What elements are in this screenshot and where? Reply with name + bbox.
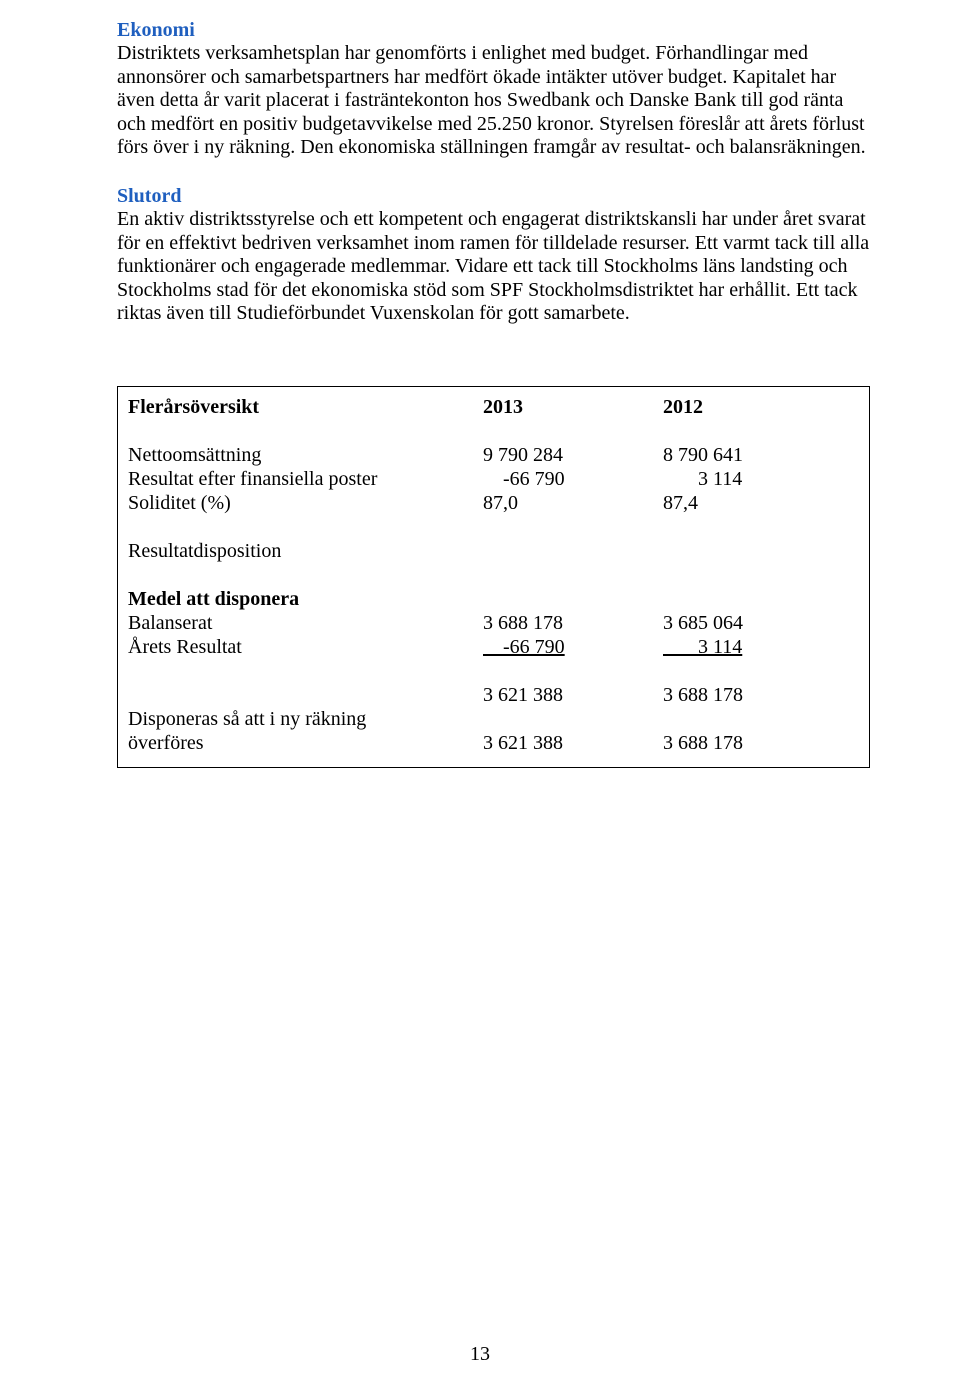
medel-heading: Medel att disponera (128, 587, 483, 611)
table-row: Balanserat 3 688 178 3 685 064 (128, 611, 859, 635)
resultatdisposition-row: Resultatdisposition (128, 539, 859, 563)
ekonomi-heading: Ekonomi (117, 18, 870, 42)
resultatdisposition-label: Resultatdisposition (128, 539, 483, 563)
table-row: Nettoomsättning 9 790 284 8 790 641 (128, 443, 859, 467)
slutord-paragraph: Slutord En aktiv distriktsstyrelse och e… (117, 184, 870, 326)
table-row: Årets Resultat -66 790 3 114 (128, 635, 859, 659)
table-row: Resultat efter finansiella poster -66 79… (128, 467, 859, 491)
table-row: Soliditet (%) 87,0 87,4 (128, 491, 859, 515)
ekonomi-body: Distriktets verksamhetsplan har genomför… (117, 42, 866, 158)
overfores-label-row: Disponeras så att i ny räkning (128, 707, 859, 731)
flerarsoversikt-table: Flerårsöversikt 2013 2012 Nettoomsättnin… (117, 386, 870, 768)
ekonomi-paragraph: Ekonomi Distriktets verksamhetsplan har … (117, 18, 870, 160)
slutord-heading: Slutord (117, 184, 870, 208)
table-header-label: Flerårsöversikt (128, 395, 483, 419)
slutord-body: En aktiv distriktsstyrelse och ett kompe… (117, 208, 869, 324)
page-number: 13 (0, 1343, 960, 1366)
medel-heading-row: Medel att disponera (128, 587, 859, 611)
table-header-row: Flerårsöversikt 2013 2012 (128, 395, 859, 419)
table-sum-row: 3 621 388 3 688 178 (128, 683, 859, 707)
overfores-row: överföres 3 621 388 3 688 178 (128, 731, 859, 755)
table-header-year1: 2013 (483, 395, 663, 419)
table-header-year2: 2012 (663, 395, 859, 419)
